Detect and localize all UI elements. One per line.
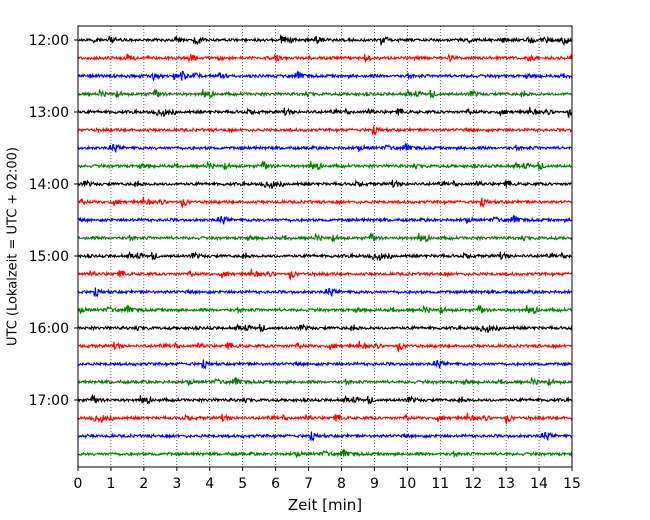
trace-1445 (77, 231, 573, 243)
y-tick-label: 12:00 (29, 33, 69, 49)
trace-1645 (77, 376, 573, 387)
x-tick-label: 4 (205, 476, 214, 492)
trace-1615 (77, 340, 573, 353)
trace-1430 (78, 214, 573, 225)
trace-1530 (77, 287, 573, 298)
x-tick-label: 9 (370, 476, 379, 492)
x-tick-label: 11 (431, 476, 449, 492)
trace-1200 (77, 34, 573, 46)
x-tick-label: 13 (497, 476, 515, 492)
trace-1545 (77, 303, 572, 315)
x-tick-label: 8 (337, 476, 346, 492)
trace-1600 (77, 322, 573, 334)
y-tick-label: 14:00 (29, 177, 69, 193)
trace-1500 (77, 250, 572, 262)
y-tick-label: 16:00 (29, 321, 69, 337)
trace-1345 (77, 159, 573, 171)
trace-1400 (77, 179, 573, 190)
trace-1330 (77, 142, 573, 153)
x-tick-label: 5 (238, 476, 247, 492)
trace-1745 (77, 448, 573, 459)
x-axis-title: Zeit [min] (288, 496, 362, 514)
x-tick-label: 10 (398, 476, 416, 492)
x-tick-label: 14 (530, 476, 548, 492)
axis-ticks: 0 1 2 3 4 5 6 7 8 9 10 11 12 13 14 1512:0013:0014:0015:… (29, 33, 581, 492)
trace-1315 (77, 125, 573, 136)
y-axis-title: UTC (Lokalzeit = UTC + 02:00) (6, 147, 21, 346)
trace-1515 (77, 268, 573, 281)
x-tick-label: 2 (139, 476, 148, 492)
plot-frame (77, 25, 573, 468)
trace-1715 (77, 412, 573, 425)
y-tick-label: 17:00 (29, 393, 69, 409)
trace-1300 (77, 106, 573, 119)
x-tick-label: 7 (304, 476, 313, 492)
trace-1230 (77, 70, 573, 82)
x-tick-label: 6 (271, 476, 280, 492)
trace-1730 (77, 431, 572, 442)
x-tick-label: 1 (106, 476, 115, 492)
trace-series (77, 34, 573, 459)
trace-1415 (77, 196, 573, 209)
y-tick-label: 13:00 (29, 105, 69, 121)
trace-1245 (77, 87, 572, 99)
trace-1630 (77, 359, 572, 370)
x-tick-label: 0 (74, 476, 83, 492)
trace-1215 (77, 53, 573, 64)
x-tick-label: 15 (563, 476, 581, 492)
y-tick-label: 15:00 (29, 249, 69, 265)
trace-1700 (77, 393, 572, 405)
x-tick-label: 3 (172, 476, 181, 492)
x-tick-label: 12 (464, 476, 482, 492)
